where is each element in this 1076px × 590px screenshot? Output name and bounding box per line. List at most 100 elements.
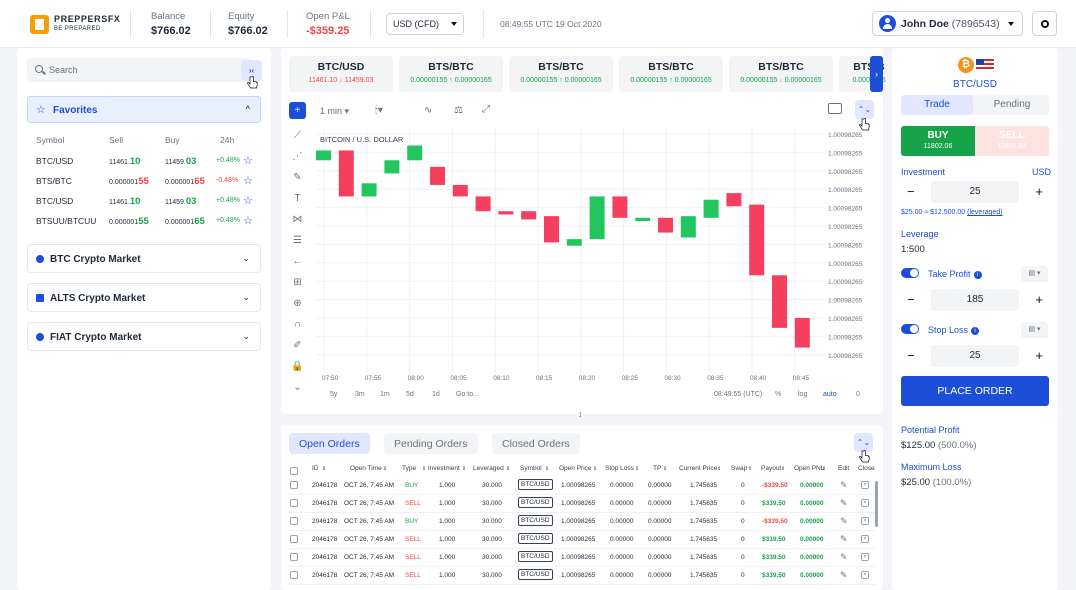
row-checkbox[interactable] — [290, 553, 298, 561]
trend-line-icon[interactable]: ⟋ — [294, 130, 301, 141]
log-toggle[interactable]: log — [798, 391, 808, 398]
edit-pencil-icon[interactable]: ✎ — [840, 570, 848, 580]
column-header[interactable]: Investment — [428, 465, 460, 472]
sort-icon[interactable]: ⇕ — [322, 466, 327, 472]
zoom-in-icon[interactable]: ⊕ — [293, 298, 302, 309]
row-checkbox[interactable] — [290, 517, 298, 525]
currency-select[interactable]: USD (CFD) — [386, 13, 464, 35]
fiat-market-accordion[interactable]: FIAT Crypto Market ⌄ — [27, 322, 261, 351]
percent-toggle[interactable]: % — [775, 391, 782, 398]
interval-select[interactable]: 1 min ▾ — [320, 106, 350, 116]
tab-open-orders[interactable]: Open Orders — [289, 433, 370, 454]
tab-trade[interactable]: Trade — [901, 95, 973, 115]
btc-market-accordion[interactable]: BTC Crypto Market ⌄ — [27, 244, 261, 273]
ticker-card[interactable]: BTS/BTC 0.00000155 ↓ 0.00000165 — [729, 56, 833, 92]
ticker-card[interactable]: BTS/BTC 0.00000155 ↑ 0.00000165 — [399, 56, 503, 92]
price-chart[interactable]: 1.00098265 1.00098265 1.00098265 1.00098265… — [316, 128, 876, 388]
column-header[interactable]: TP — [653, 465, 662, 472]
crosshair-tool-button[interactable]: + — [289, 102, 306, 119]
pencil-icon[interactable]: ✐ — [293, 340, 302, 351]
tab-pending-orders[interactable]: Pending Orders — [384, 433, 478, 454]
minus-icon[interactable]: − — [907, 292, 915, 307]
info-icon[interactable]: i — [971, 327, 980, 335]
favorite-row[interactable]: BTC/USD 11461.10 11459.03 +0.48% ☆ — [27, 152, 261, 172]
sort-icon[interactable]: ⇕ — [593, 466, 598, 472]
info-icon[interactable]: i — [973, 271, 982, 279]
column-header[interactable]: Stop Loss — [605, 465, 634, 472]
column-header[interactable]: Open PNL — [794, 465, 825, 472]
close-order-icon[interactable]: × — [861, 553, 869, 561]
ruler-icon[interactable]: ⊞ — [293, 277, 302, 288]
sort-icon[interactable]: ⇕ — [663, 466, 668, 472]
stop-loss-input[interactable]: 25 — [931, 345, 1019, 367]
fib-icon[interactable]: ⋰ — [292, 151, 303, 162]
minus-icon[interactable]: − — [907, 184, 915, 199]
tab-pending[interactable]: Pending — [993, 99, 1031, 110]
place-order-button[interactable]: PLACE ORDER — [901, 376, 1049, 406]
order-row[interactable]: 2046178 OCT 26, 7:45 AM SELL 1.000 30.000 BTC… — [289, 567, 875, 585]
sort-icon[interactable]: ⇕ — [717, 466, 722, 472]
column-header[interactable]: Open Time — [350, 465, 382, 472]
favorite-row[interactable]: BTSUU/BTCUU 0.00000155 0.00000165 +0.48% ☆ — [27, 212, 261, 232]
range-1m[interactable]: 1m — [380, 391, 390, 398]
edit-pencil-icon[interactable]: ✎ — [840, 480, 848, 490]
brush-icon[interactable]: ✎ — [293, 172, 302, 183]
star-icon[interactable]: ☆ — [243, 195, 253, 207]
ticker-card[interactable]: BTS/BTC 0.00000155 ↑ 0.00000165 — [509, 56, 613, 92]
edit-pencil-icon[interactable]: ✎ — [840, 516, 848, 526]
camera-icon[interactable] — [828, 103, 842, 114]
indicators-icon[interactable]: ∿ — [424, 105, 433, 116]
row-checkbox[interactable] — [290, 499, 298, 507]
column-header[interactable]: Leveraged — [473, 465, 504, 472]
sort-icon[interactable]: ⇕ — [635, 466, 640, 472]
expand-chart-button[interactable]: ⌃⌄ — [855, 100, 874, 119]
column-header[interactable]: Swap — [731, 465, 748, 472]
ticker-card[interactable]: BTC/USD 11461.10 ↓ 11459.03 — [289, 56, 393, 92]
theme-toggle-button[interactable] — [1032, 11, 1057, 36]
goto-button[interactable]: Go to... — [456, 391, 479, 398]
investment-input[interactable]: 25 — [931, 181, 1019, 203]
star-icon[interactable]: ☆ — [243, 175, 253, 187]
range-5d[interactable]: 5d — [406, 391, 414, 398]
sort-icon[interactable]: ⇕ — [422, 466, 427, 472]
column-header[interactable]: Symbol — [520, 465, 542, 472]
star-icon[interactable]: ☆ — [243, 215, 253, 227]
row-checkbox[interactable] — [290, 571, 298, 579]
compare-icon[interactable]: ⚖ — [454, 105, 463, 116]
close-order-icon[interactable]: × — [861, 517, 869, 525]
alts-market-accordion[interactable]: ALTS Crypto Market ⌄ — [27, 283, 261, 312]
plus-icon[interactable]: + — [1035, 292, 1043, 307]
sell-button[interactable]: SELL 11801.53 — [975, 126, 1049, 156]
edit-pencil-icon[interactable]: ✎ — [840, 552, 848, 562]
minus-icon[interactable]: − — [907, 348, 915, 363]
arrow-left-icon[interactable]: ← — [292, 256, 303, 267]
sort-icon[interactable]: ⇕ — [748, 466, 753, 472]
order-row[interactable]: 2046178 OCT 26, 7:45 AM BUY 1.000 30.000 BTC/… — [289, 513, 875, 531]
search-input[interactable]: Search — [27, 58, 251, 82]
tab-closed-orders[interactable]: Closed Orders — [492, 433, 580, 454]
plus-icon[interactable]: + — [1035, 348, 1043, 363]
row-checkbox[interactable] — [290, 481, 298, 489]
range-3m[interactable]: 3m — [355, 391, 365, 398]
close-order-icon[interactable]: × — [861, 571, 869, 579]
close-order-icon[interactable]: × — [861, 499, 869, 507]
star-icon[interactable]: ☆ — [243, 155, 253, 167]
take-profit-input[interactable]: 185 — [931, 289, 1019, 311]
sort-icon[interactable]: ⇕ — [781, 466, 786, 472]
brand-logo[interactable]: PREPPERSFX BE PREPARED — [30, 14, 121, 34]
column-header[interactable]: Close — [858, 465, 875, 472]
edit-pencil-icon[interactable]: ✎ — [840, 498, 848, 508]
stop-loss-toggle[interactable] — [901, 324, 919, 334]
resize-handle-icon[interactable]: ↕ — [578, 409, 583, 419]
sort-icon[interactable]: ⇕ — [506, 466, 511, 472]
ticker-card[interactable]: BTS/BTC 0.00000155 ↑ 0.00000165 — [619, 56, 723, 92]
edit-pencil-icon[interactable]: ✎ — [840, 534, 848, 544]
order-row[interactable]: 2046178 OCT 26, 7:45 AM SELL 1.000 30.000 BTC… — [289, 531, 875, 549]
collapse-sidebar-button[interactable]: ›‹ — [241, 60, 262, 81]
close-order-icon[interactable]: × — [861, 535, 869, 543]
orders-scrollbar[interactable] — [875, 481, 878, 527]
range-5y[interactable]: 5y — [330, 391, 338, 398]
column-header[interactable]: Type — [402, 465, 417, 472]
column-header[interactable]: Current Price — [679, 465, 718, 472]
column-header[interactable]: Payout — [761, 465, 782, 472]
